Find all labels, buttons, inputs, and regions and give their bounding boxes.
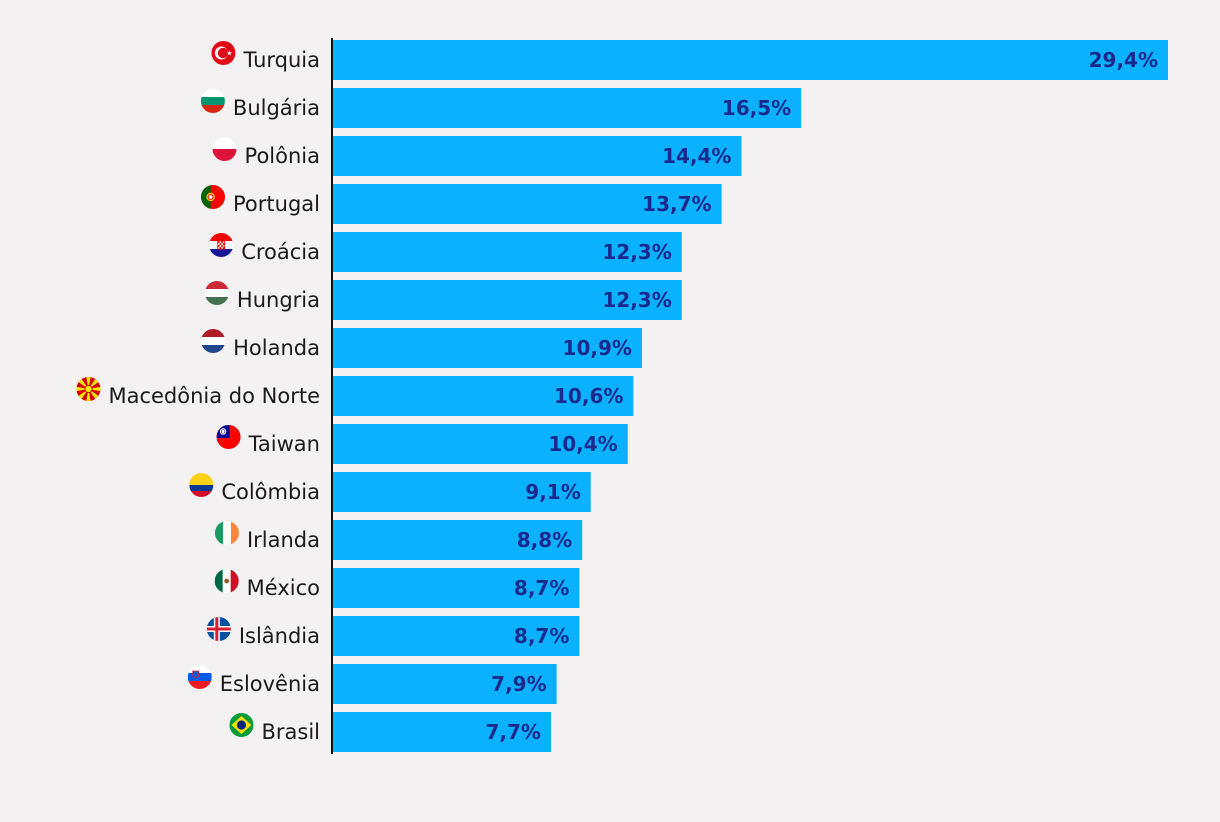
value-label: 10,6% (554, 384, 623, 408)
bar-islândia (332, 616, 580, 656)
category-label: Brasil (261, 720, 320, 744)
flag-colombia-icon (189, 473, 214, 497)
category-label: Bulgária (233, 96, 320, 120)
bar-croácia (332, 232, 682, 272)
category-label: Islândia (239, 624, 320, 648)
flag-croatia-icon (209, 233, 234, 257)
category-label: Irlanda (247, 528, 320, 552)
value-label: 12,3% (602, 240, 671, 264)
flag-turkey-icon (211, 41, 236, 65)
value-label: 9,1% (525, 480, 580, 504)
category-label: Eslovênia (220, 672, 320, 696)
bar-hungria (332, 280, 682, 320)
flag-north-macedonia-icon (76, 377, 101, 401)
value-label: 7,7% (485, 720, 540, 744)
flag-ireland-icon (214, 521, 239, 545)
value-label: 12,3% (602, 288, 671, 312)
category-label: Taiwan (248, 432, 320, 456)
bar-irlanda (332, 520, 583, 560)
category-label: Portugal (233, 192, 320, 216)
bar-brasil (332, 712, 551, 752)
value-label: 10,4% (548, 432, 617, 456)
flag-taiwan-icon (216, 425, 241, 449)
category-label: Hungria (237, 288, 320, 312)
bar-bulgária (332, 88, 802, 128)
value-label: 10,9% (563, 336, 632, 360)
flags-group (76, 41, 254, 737)
flag-portugal-icon (201, 185, 226, 209)
value-label: 29,4% (1089, 48, 1158, 72)
category-label: Macedônia do Norte (108, 384, 320, 408)
flag-poland-icon (212, 137, 237, 161)
bar-méxico (332, 568, 580, 608)
bar-taiwan (332, 424, 628, 464)
bars-group: 29,4% 16,5% 14,4% 13,7% 12,3% 12,3% 10,9% 10,6%… (332, 40, 1168, 752)
bar-holanda (332, 328, 642, 368)
category-label: Croácia (241, 240, 320, 264)
flag-bulgaria-icon (200, 89, 225, 113)
flag-slovenia-icon (187, 665, 212, 689)
flag-mexico-icon (214, 569, 239, 593)
flag-hungary-icon (204, 281, 229, 305)
value-label: 14,4% (662, 144, 731, 168)
category-label: Turquia (242, 48, 320, 72)
category-label: Holanda (233, 336, 320, 360)
category-labels-group: Turquia Bulgária Polônia Portugal Croácia Hun… (108, 48, 320, 744)
bar-eslovênia (332, 664, 557, 704)
flag-iceland-icon (206, 617, 231, 641)
bar-portugal (332, 184, 722, 224)
value-label: 8,7% (514, 576, 569, 600)
value-label: 13,7% (642, 192, 711, 216)
flag-brazil-icon (229, 713, 254, 737)
value-label: 8,8% (517, 528, 572, 552)
bar-colômbia (332, 472, 591, 512)
bar-polônia (332, 136, 742, 176)
value-label: 16,5% (722, 96, 791, 120)
category-label: Polônia (245, 144, 320, 168)
bar-turquia (332, 40, 1168, 80)
category-label: Colômbia (221, 480, 320, 504)
value-label: 8,7% (514, 624, 569, 648)
value-label: 7,9% (491, 672, 546, 696)
bar-macedônia-do-norte (332, 376, 634, 416)
flag-netherlands-icon (201, 329, 226, 353)
category-label: México (247, 576, 320, 600)
